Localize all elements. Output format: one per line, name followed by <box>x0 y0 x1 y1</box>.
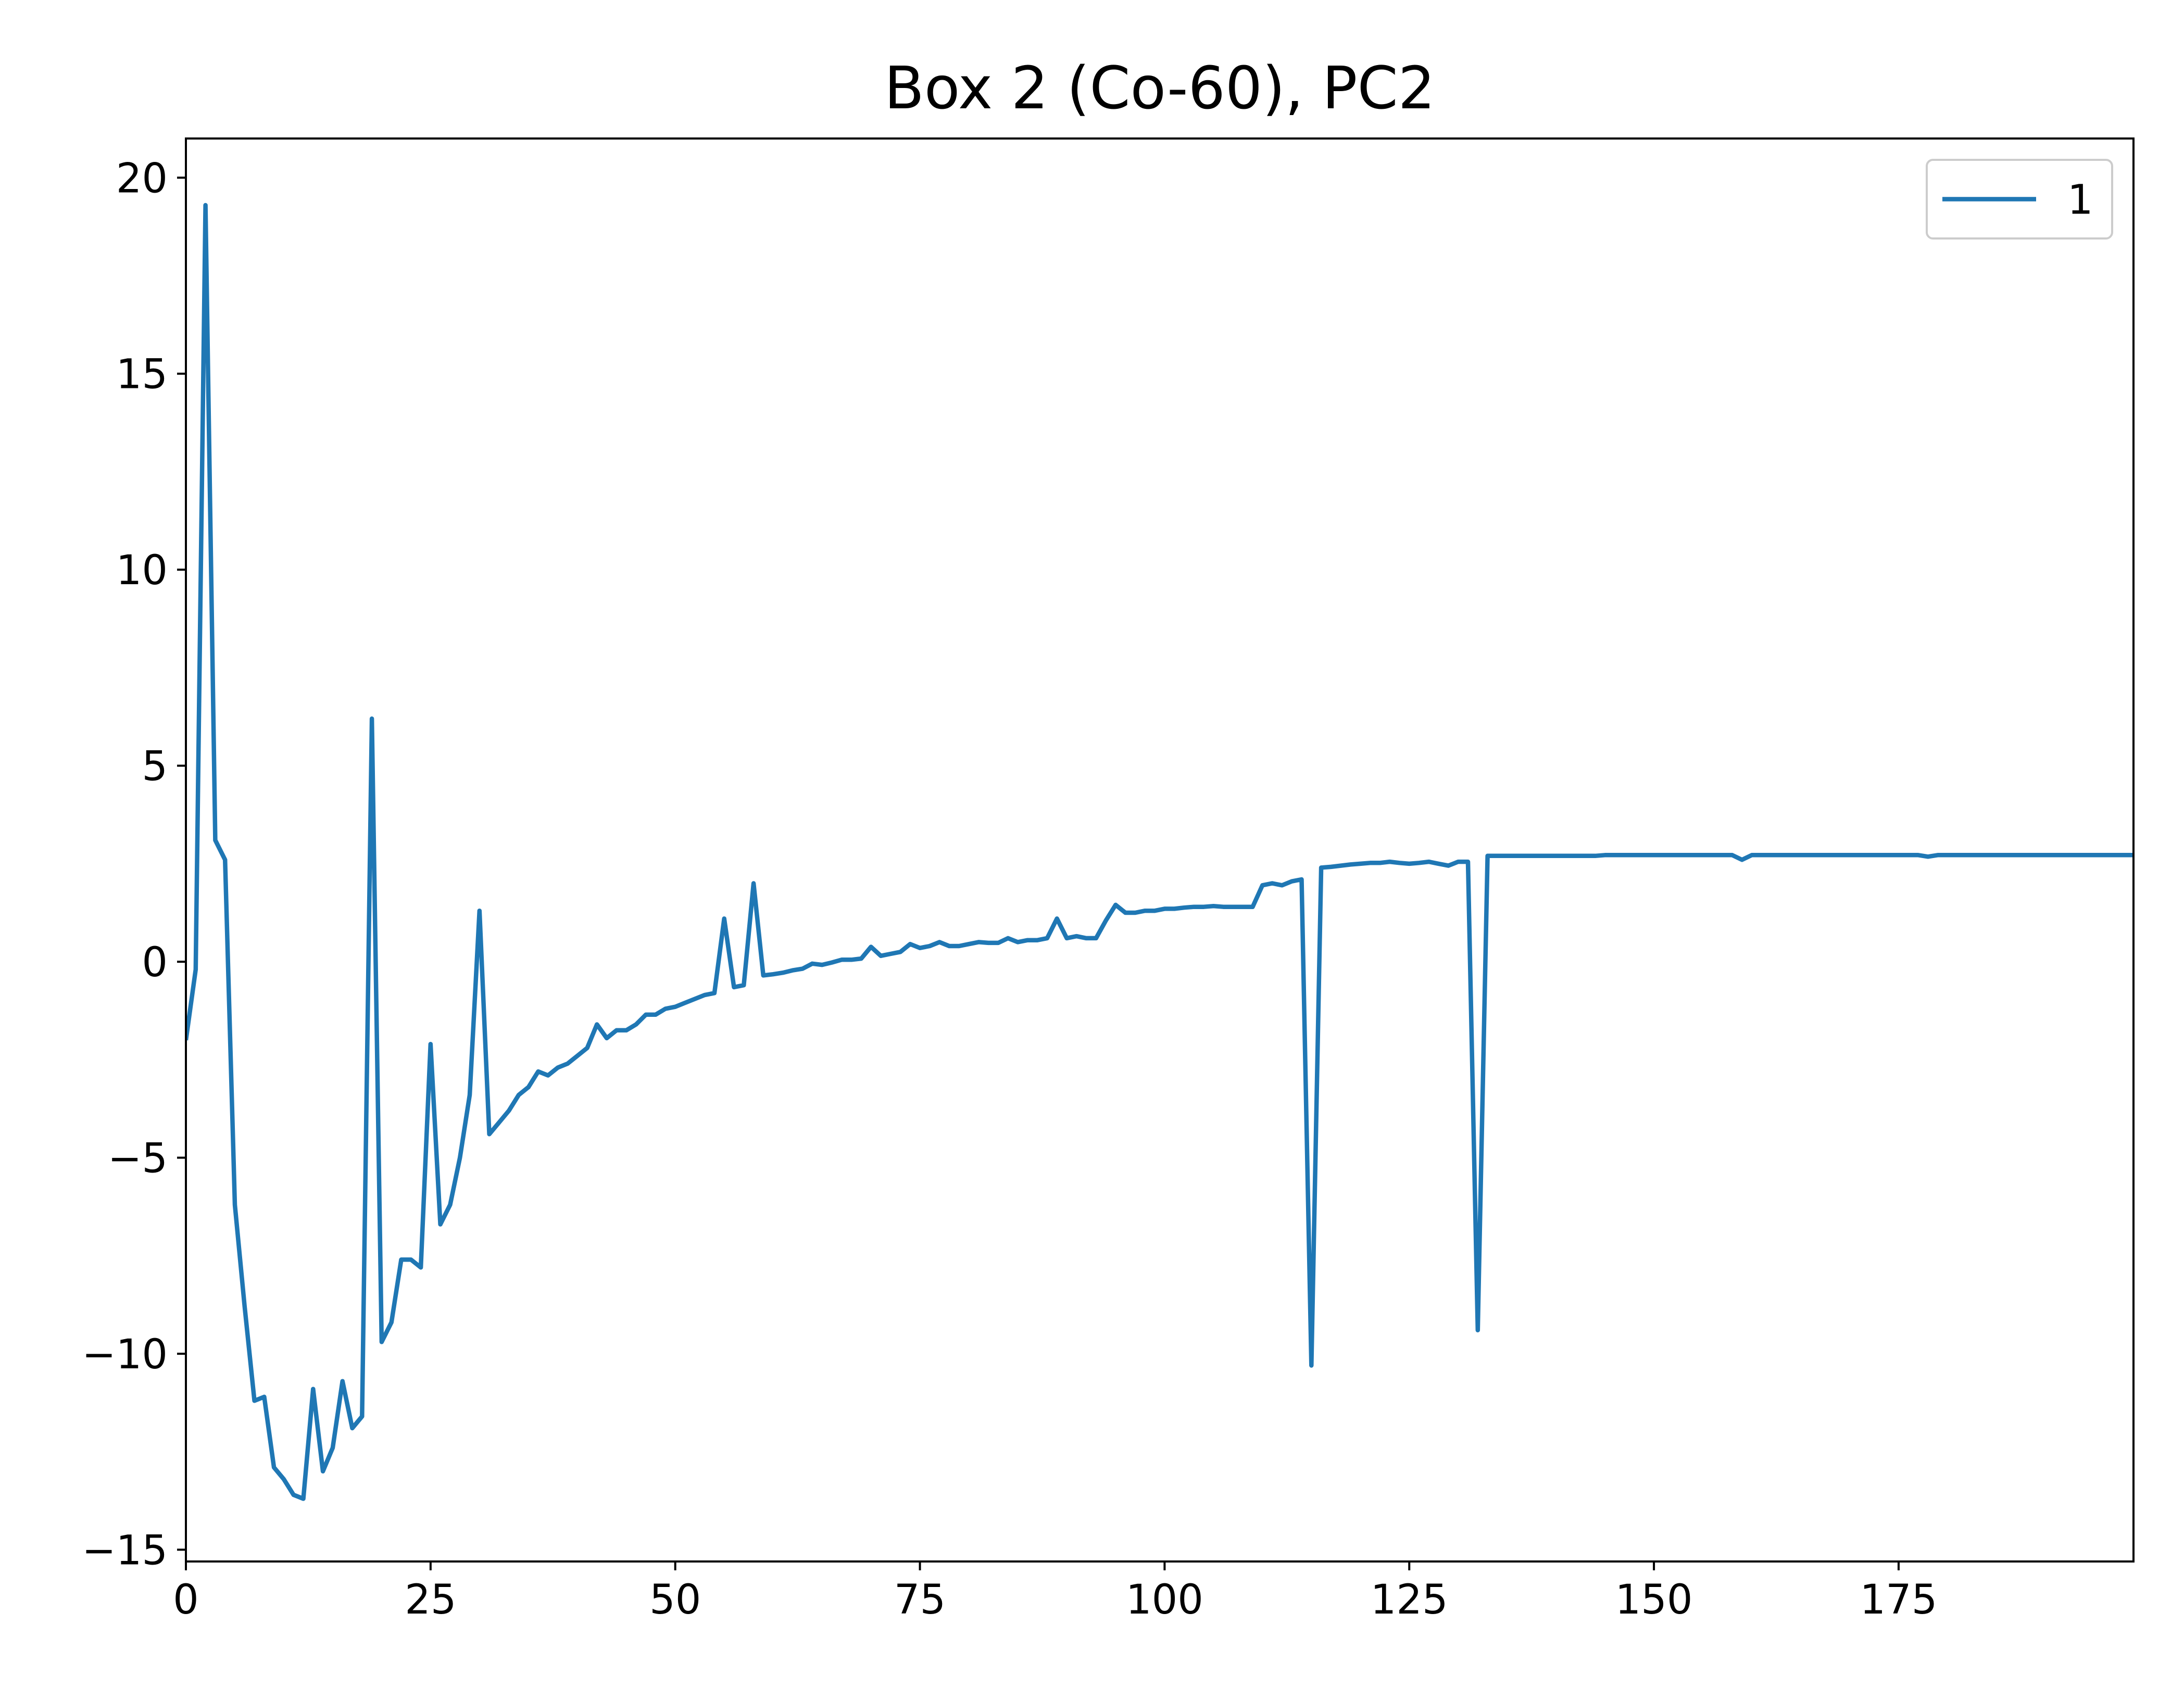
legend-label-1: 1 <box>2067 177 2093 224</box>
plot-area <box>186 203 2133 1501</box>
plot-frame <box>185 137 2135 1563</box>
x-tick-label: 25 <box>405 1577 456 1623</box>
x-tick-label: 75 <box>894 1577 946 1623</box>
y-tick-label: −10 <box>82 1331 168 1378</box>
y-tick-label: −15 <box>82 1527 168 1574</box>
x-tick-label: 150 <box>1615 1577 1693 1623</box>
y-tick-label: 0 <box>142 939 168 986</box>
x-tick-label: 50 <box>649 1577 701 1623</box>
y-tick-label: −5 <box>108 1136 168 1182</box>
legend: 1 <box>1926 159 2113 240</box>
y-tick-label: 15 <box>116 351 168 398</box>
x-tick-label: 125 <box>1371 1577 1448 1623</box>
y-tick-label: 10 <box>116 547 168 594</box>
x-tick-label: 175 <box>1860 1577 1937 1623</box>
x-tick-label: 100 <box>1126 1577 1203 1623</box>
chart-title: Box 2 (Co-60), PC2 <box>884 55 1435 122</box>
y-tick-label: 20 <box>116 155 168 202</box>
series-line-1 <box>186 203 2133 1501</box>
x-tick-label: 0 <box>173 1577 199 1623</box>
y-tick-label: 5 <box>142 744 168 790</box>
